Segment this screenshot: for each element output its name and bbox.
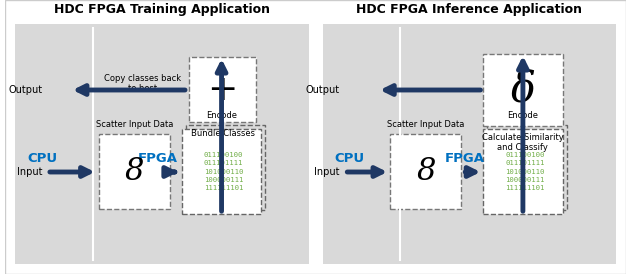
Bar (483, 129, 563, 214)
Text: 8: 8 (125, 156, 144, 187)
Text: +: + (207, 73, 238, 107)
Bar (99, 134, 170, 209)
Bar (483, 54, 563, 126)
Text: CPU: CPU (334, 153, 365, 165)
Bar (95, 26, 307, 262)
Bar (322, 24, 616, 264)
Text: 8: 8 (416, 156, 436, 187)
Text: FPGA: FPGA (444, 153, 485, 165)
Bar (182, 129, 261, 214)
Bar (189, 57, 256, 122)
Text: Output: Output (305, 85, 339, 95)
Text: Input: Input (17, 167, 42, 177)
Bar (390, 134, 461, 209)
Text: Encode: Encode (206, 111, 237, 120)
Text: HDC FPGA Inference Application: HDC FPGA Inference Application (356, 2, 582, 16)
Text: HDC FPGA Training Application: HDC FPGA Training Application (54, 2, 270, 16)
Text: FPGA: FPGA (137, 153, 177, 165)
Text: Scatter Input Data: Scatter Input Data (387, 120, 464, 129)
Text: 011100100
011101111
101000110
100000111
111111101: 011100100 011101111 101000110 100000111 … (204, 152, 244, 191)
Text: Scatter Input Data: Scatter Input Data (96, 120, 173, 129)
Text: Bundle Classes: Bundle Classes (190, 129, 255, 138)
Text: Encode: Encode (508, 111, 538, 120)
Bar (487, 125, 567, 210)
Text: Copy classes back
to host: Copy classes back to host (104, 74, 181, 93)
Text: Input: Input (314, 167, 339, 177)
Text: 011100100
011101111
101000110
100000111
111111101: 011100100 011101111 101000110 100000111 … (505, 152, 545, 191)
Bar (186, 125, 265, 210)
Bar (16, 24, 309, 264)
Bar (16, 24, 309, 264)
Text: Output: Output (8, 85, 42, 95)
Text: CPU: CPU (28, 153, 58, 165)
Text: Calculate Similarity
and Classify: Calculate Similarity and Classify (482, 133, 564, 152)
Text: δ: δ (510, 69, 535, 111)
